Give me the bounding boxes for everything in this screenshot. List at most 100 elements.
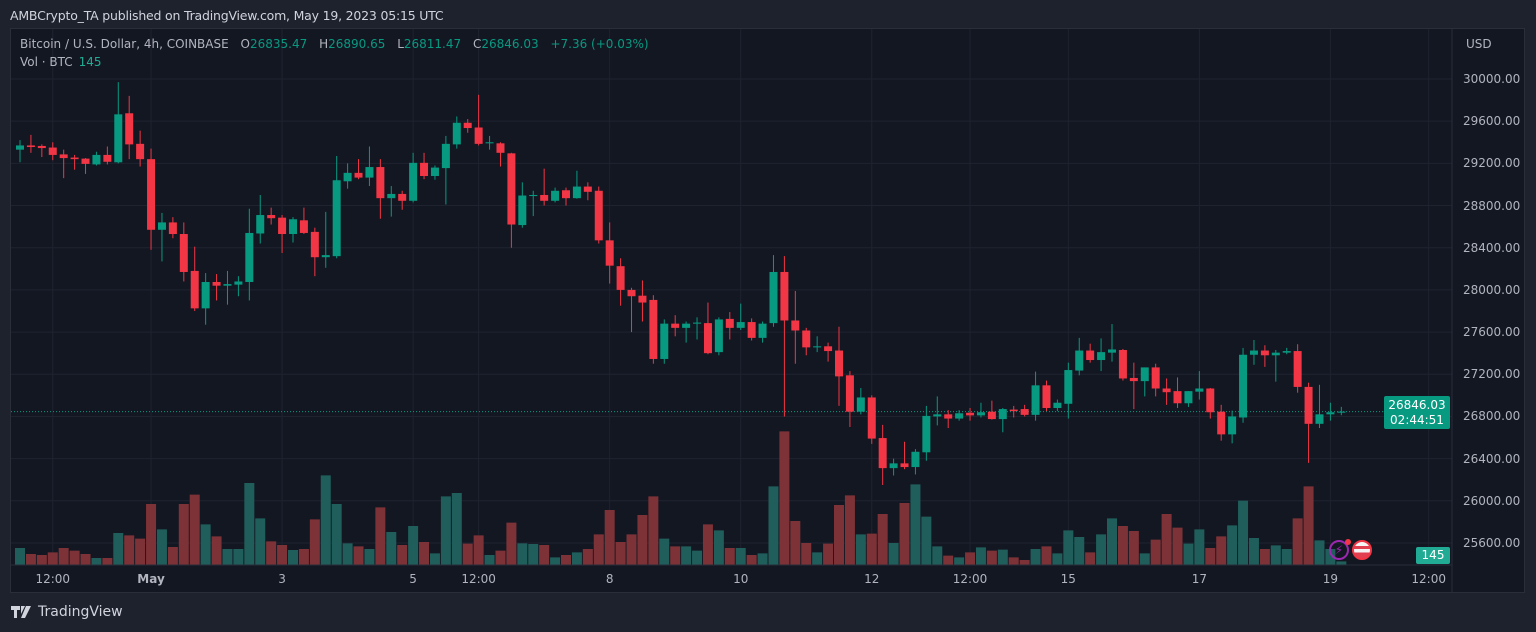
candle[interactable]	[278, 215, 287, 253]
candle[interactable]	[1249, 339, 1258, 365]
candle[interactable]	[1075, 337, 1084, 376]
candle[interactable]	[1173, 377, 1182, 409]
candle[interactable]	[1020, 404, 1029, 417]
currency-label[interactable]: USD	[1466, 37, 1492, 51]
candle[interactable]	[572, 170, 581, 199]
candle[interactable]	[813, 336, 822, 353]
candle[interactable]	[1097, 338, 1106, 372]
candle[interactable]	[769, 255, 778, 327]
candle[interactable]	[551, 187, 560, 203]
candle[interactable]	[605, 222, 614, 284]
candle[interactable]	[234, 276, 243, 297]
candle[interactable]	[430, 165, 439, 180]
candle[interactable]	[1195, 371, 1204, 400]
candle[interactable]	[1184, 391, 1193, 407]
candle[interactable]	[398, 190, 407, 210]
candle[interactable]	[1271, 350, 1280, 382]
candle[interactable]	[136, 130, 145, 167]
candle[interactable]	[922, 405, 931, 461]
candle[interactable]	[267, 207, 276, 225]
candle[interactable]	[1118, 348, 1127, 381]
candle[interactable]	[1129, 362, 1138, 410]
candle[interactable]	[1042, 380, 1051, 412]
candle[interactable]	[714, 317, 723, 356]
candle[interactable]	[1108, 324, 1116, 362]
candle[interactable]	[616, 258, 625, 306]
candle[interactable]	[354, 159, 363, 180]
candle[interactable]	[725, 312, 734, 340]
candle[interactable]	[540, 168, 549, 206]
candle[interactable]	[780, 256, 789, 417]
candle[interactable]	[157, 212, 166, 262]
candle[interactable]	[1162, 378, 1171, 405]
candle[interactable]	[201, 273, 210, 325]
candle[interactable]	[179, 222, 188, 282]
candle[interactable]	[747, 318, 756, 341]
candle[interactable]	[365, 146, 374, 187]
candle[interactable]	[452, 116, 461, 149]
candle[interactable]	[441, 135, 450, 205]
candle[interactable]	[114, 82, 123, 164]
candle[interactable]	[583, 182, 592, 201]
candle[interactable]	[485, 135, 494, 150]
candle[interactable]	[1326, 402, 1335, 421]
candle[interactable]	[693, 317, 702, 340]
candle[interactable]	[1009, 405, 1018, 418]
volume-label[interactable]: Vol · BTC	[20, 55, 73, 69]
candle[interactable]	[1304, 382, 1313, 463]
candle[interactable]	[168, 217, 177, 239]
candle[interactable]	[966, 408, 975, 421]
chart-panel[interactable]	[10, 28, 1525, 593]
candle[interactable]	[387, 186, 396, 217]
candle[interactable]	[147, 148, 156, 250]
candle[interactable]	[845, 371, 854, 427]
candle[interactable]	[223, 270, 232, 305]
candle[interactable]	[976, 402, 985, 418]
candle[interactable]	[1217, 404, 1226, 441]
candle[interactable]	[682, 321, 691, 343]
candle[interactable]	[190, 246, 199, 311]
candle[interactable]	[802, 327, 811, 356]
candle[interactable]	[703, 302, 712, 355]
candle[interactable]	[332, 155, 341, 259]
candle[interactable]	[791, 290, 800, 364]
candle[interactable]	[48, 142, 57, 161]
candle[interactable]	[671, 315, 680, 337]
candle[interactable]	[496, 142, 505, 167]
candle[interactable]	[562, 187, 570, 206]
candle[interactable]	[835, 326, 843, 406]
candle[interactable]	[998, 408, 1007, 433]
candle[interactable]	[944, 410, 953, 429]
candle[interactable]	[1239, 347, 1248, 423]
candle[interactable]	[1053, 399, 1062, 412]
candle[interactable]	[594, 186, 603, 244]
candle[interactable]	[37, 144, 46, 158]
candle[interactable]	[376, 159, 385, 219]
candle[interactable]	[1206, 387, 1215, 419]
candle[interactable]	[1282, 347, 1291, 355]
candle[interactable]	[736, 303, 745, 330]
candle[interactable]	[409, 152, 418, 203]
candle[interactable]	[103, 146, 112, 165]
candle[interactable]	[92, 151, 101, 166]
candle[interactable]	[638, 280, 647, 322]
lightning-event-icon[interactable]: ⚡	[1329, 540, 1349, 560]
candle[interactable]	[824, 342, 833, 362]
candle[interactable]	[529, 190, 538, 217]
candle[interactable]	[1140, 367, 1149, 397]
candle[interactable]	[420, 152, 429, 180]
candle[interactable]	[507, 152, 516, 248]
candle[interactable]	[26, 134, 35, 153]
candle[interactable]	[649, 295, 658, 364]
tradingview-logo[interactable]: TradingView	[11, 604, 123, 620]
candle[interactable]	[911, 449, 920, 475]
candle[interactable]	[1260, 345, 1269, 367]
candle[interactable]	[878, 424, 887, 485]
candle[interactable]	[59, 149, 68, 179]
us-flag-event-icon[interactable]	[1352, 540, 1372, 560]
candle[interactable]	[289, 217, 297, 243]
candle[interactable]	[867, 395, 876, 444]
candle[interactable]	[1228, 410, 1237, 444]
candle[interactable]	[299, 207, 308, 235]
